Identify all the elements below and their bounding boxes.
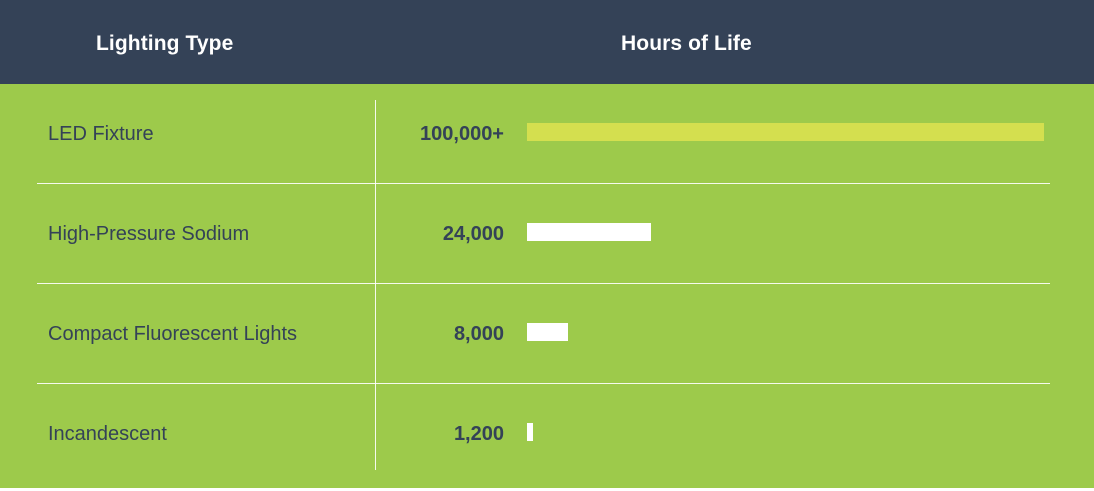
row-label: Incandescent (48, 423, 167, 445)
header-lighting-type: Lighting Type (96, 32, 234, 55)
row-value-label: 24,000 (442, 223, 504, 245)
bar (527, 323, 568, 341)
row-value-label: 1,200 (453, 423, 504, 445)
table-row: Compact Fluorescent Lights 8,000 (37, 284, 1050, 384)
table-row: High-Pressure Sodium 24,000 (37, 184, 1050, 284)
table-body: LED Fixture 100,000+ High-Pressure Sodiu… (0, 84, 1094, 488)
row-label: LED Fixture (48, 123, 154, 145)
table-row: LED Fixture 100,000+ (37, 84, 1050, 184)
row-label: High-Pressure Sodium (48, 223, 250, 245)
bar (527, 223, 651, 241)
bar (527, 123, 1044, 141)
row-divider (37, 383, 1050, 384)
row-value-label: 8,000 (453, 323, 504, 345)
row-value-label: 100,000+ (420, 123, 504, 145)
column-divider (375, 100, 376, 470)
table-header: Lighting Type Hours of Life (0, 0, 1094, 84)
row-divider (37, 283, 1050, 284)
header-hours-of-life: Hours of Life (621, 32, 752, 55)
row-divider (37, 183, 1050, 184)
row-label: Compact Fluorescent Lights (48, 323, 298, 345)
bar (527, 423, 533, 441)
table-row: Incandescent 1,200 (37, 384, 1050, 484)
